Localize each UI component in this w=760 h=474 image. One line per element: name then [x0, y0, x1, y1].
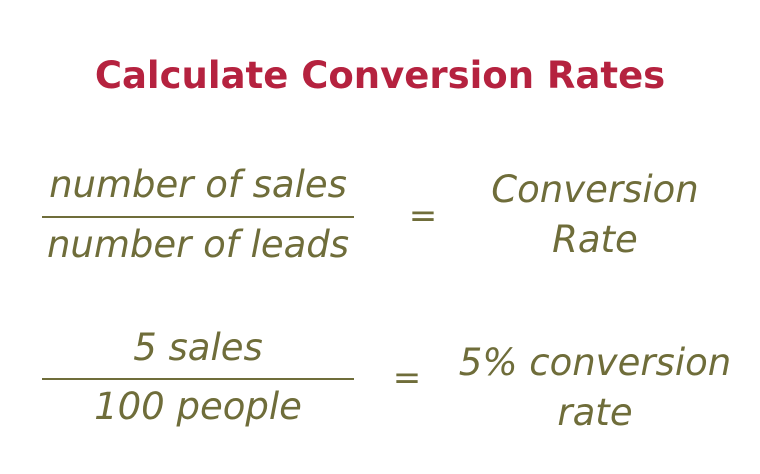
formula-result: Conversion Rate — [460, 165, 730, 265]
formula-numerator: number of sales — [49, 163, 347, 206]
example-equals-sign: = — [392, 358, 422, 398]
page-title: Calculate Conversion Rates — [94, 54, 666, 97]
example-result: 5% conversion rate — [445, 338, 745, 438]
example-result-line2: rate — [557, 391, 633, 434]
formula-equals-sign: = — [408, 196, 438, 236]
formula-denominator: number of leads — [46, 223, 350, 266]
formula-result-line2: Rate — [552, 218, 638, 261]
example-result-line1: 5% conversion — [458, 341, 732, 384]
example-numerator: 5 sales — [133, 326, 263, 369]
formula-fraction-bar — [42, 216, 354, 218]
example-fraction-bar — [42, 378, 354, 380]
example-denominator: 100 people — [94, 385, 302, 428]
formula-result-line1: Conversion — [491, 168, 699, 211]
